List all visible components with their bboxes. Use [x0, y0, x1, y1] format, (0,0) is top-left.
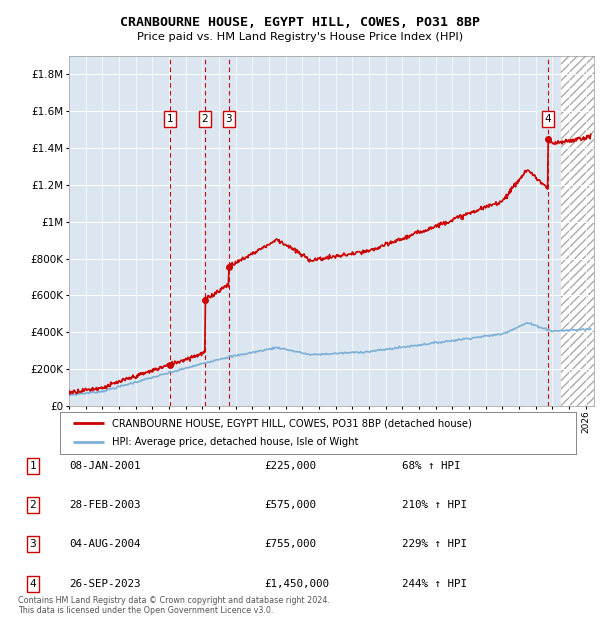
- Text: 2: 2: [202, 114, 208, 124]
- Text: 4: 4: [545, 114, 551, 124]
- Text: 1: 1: [29, 461, 37, 471]
- Text: £1,450,000: £1,450,000: [264, 579, 329, 589]
- Text: 08-JAN-2001: 08-JAN-2001: [69, 461, 140, 471]
- Text: CRANBOURNE HOUSE, EGYPT HILL, COWES, PO31 8BP: CRANBOURNE HOUSE, EGYPT HILL, COWES, PO3…: [120, 16, 480, 29]
- Text: Price paid vs. HM Land Registry's House Price Index (HPI): Price paid vs. HM Land Registry's House …: [137, 32, 463, 42]
- Text: 3: 3: [226, 114, 232, 124]
- Text: 3: 3: [29, 539, 37, 549]
- Bar: [560, 56, 594, 406]
- Text: 26-SEP-2023: 26-SEP-2023: [69, 579, 140, 589]
- Text: 28-FEB-2003: 28-FEB-2003: [69, 500, 140, 510]
- Text: Contains HM Land Registry data © Crown copyright and database right 2024.
This d: Contains HM Land Registry data © Crown c…: [18, 596, 330, 615]
- Text: £225,000: £225,000: [264, 461, 316, 471]
- Text: HPI: Average price, detached house, Isle of Wight: HPI: Average price, detached house, Isle…: [112, 438, 358, 448]
- Text: £575,000: £575,000: [264, 500, 316, 510]
- Text: 4: 4: [29, 579, 37, 589]
- Text: £755,000: £755,000: [264, 539, 316, 549]
- Text: 04-AUG-2004: 04-AUG-2004: [69, 539, 140, 549]
- Text: 2: 2: [29, 500, 37, 510]
- Text: 244% ↑ HPI: 244% ↑ HPI: [402, 579, 467, 589]
- Text: 210% ↑ HPI: 210% ↑ HPI: [402, 500, 467, 510]
- Text: CRANBOURNE HOUSE, EGYPT HILL, COWES, PO31 8BP (detached house): CRANBOURNE HOUSE, EGYPT HILL, COWES, PO3…: [112, 418, 472, 428]
- Text: 229% ↑ HPI: 229% ↑ HPI: [402, 539, 467, 549]
- Text: 68% ↑ HPI: 68% ↑ HPI: [402, 461, 461, 471]
- Text: 1: 1: [166, 114, 173, 124]
